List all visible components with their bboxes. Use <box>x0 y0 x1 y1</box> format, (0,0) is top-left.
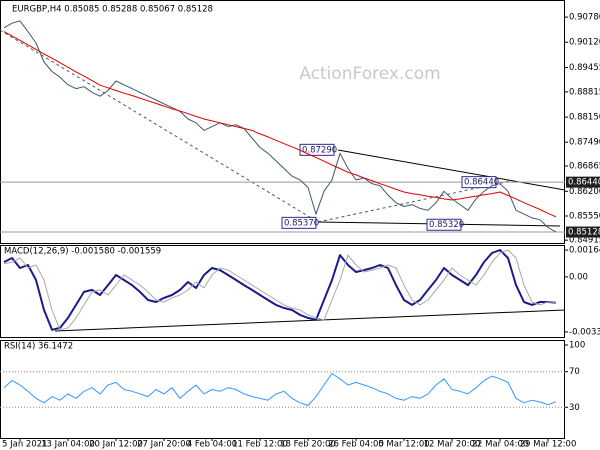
annotation-box <box>461 176 497 189</box>
y-tick-label: 0.89455 <box>569 63 600 73</box>
x-tick-label: 5 Mar 12:00 <box>378 440 429 450</box>
trend-line <box>0 29 319 223</box>
annotation-label: 0.85320 <box>429 220 464 230</box>
macd-title: MACD(12,26,9) -0.001580 -0.001559 <box>4 247 161 257</box>
rsi-title: RSI(14) 36.1472 <box>4 342 73 352</box>
level-label: 0.86440 <box>568 178 600 188</box>
macd-panel-frame <box>0 245 565 338</box>
annotation-box <box>426 218 462 231</box>
rsi-panel-frame <box>0 340 565 439</box>
y-tick-label: 0.00 <box>569 272 588 282</box>
series-line <box>3 20 557 233</box>
y-tick-label: 30 <box>569 403 580 413</box>
series-line <box>3 249 557 331</box>
trend-line <box>337 149 566 191</box>
level-box <box>566 176 600 188</box>
x-tick-label: 5 Jan 2021 <box>2 440 48 450</box>
x-tick-label: 12 Mar 20:00 <box>424 440 481 450</box>
level-box <box>566 226 600 238</box>
y-tick-label: 0.001648 <box>569 246 600 256</box>
series-line <box>3 249 557 331</box>
annotation-box <box>281 216 317 229</box>
y-tick-label: 0.88815 <box>569 87 600 97</box>
series-line <box>3 373 557 406</box>
x-tick-label: 18 Feb 20:00 <box>280 440 336 450</box>
y-tick-label: 0.86865 <box>569 161 600 171</box>
annotation-label: 0.86440 <box>464 178 499 188</box>
watermark: ActionForex.com <box>299 64 440 84</box>
y-tick-label: -0.003379 <box>569 327 600 337</box>
x-tick-label: 22 Mar 04:00 <box>472 440 529 450</box>
price-panel-frame <box>0 0 565 244</box>
annotation-label: 0.85370 <box>284 218 319 228</box>
annotation-label: 0.87290 <box>302 145 337 155</box>
y-tick-label: 70 <box>569 367 580 377</box>
x-tick-label: 4 Feb 04:00 <box>187 440 237 450</box>
x-tick-label: 20 Jan 12:00 <box>89 440 143 450</box>
x-tick-label: 11 Feb 12:00 <box>232 440 288 450</box>
level-label: 0.85128 <box>568 228 600 238</box>
y-tick-label: 100 <box>569 340 585 350</box>
price-title: EURGBP,H4 0.85085 0.85288 0.85067 0.8512… <box>12 5 213 15</box>
x-tick-label: 13 Jan 04:00 <box>41 440 95 450</box>
x-tick-label: 26 Feb 04:00 <box>328 440 384 450</box>
series-line <box>3 31 557 218</box>
x-tick-label: 29 Mar 12:00 <box>520 440 577 450</box>
x-tick-label: 27 Jan 20:00 <box>137 440 191 450</box>
macd-trend-line <box>54 309 566 332</box>
y-tick-label: 0.84915 <box>569 236 600 246</box>
